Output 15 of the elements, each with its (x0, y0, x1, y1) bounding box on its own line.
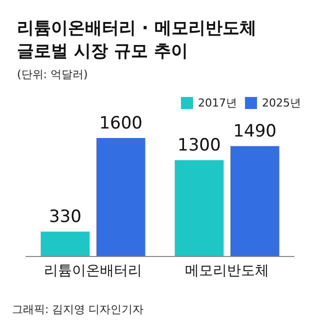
x-tick-label: 메모리반도체 (185, 263, 269, 279)
data-label: 1490 (233, 122, 276, 142)
chart-title: 리튬이온배터리 · 메모리반도체 글로벌 시장 규모 추이 (17, 18, 256, 62)
bar (230, 146, 280, 256)
x-tick-label: 리튬이온배터리 (44, 263, 142, 279)
data-label: 1600 (99, 114, 142, 134)
chart-subtitle: (단위: 억달러) (17, 68, 88, 81)
data-label: 330 (48, 207, 82, 228)
bar (174, 160, 224, 256)
legend-label: 2025년 (262, 96, 302, 110)
legend-label: 2017년 (198, 96, 238, 110)
bar (40, 232, 90, 256)
text: 그래픽: 김지영 디자인기자 (12, 303, 144, 316)
bar (96, 138, 146, 256)
data-label: 1300 (178, 136, 221, 156)
